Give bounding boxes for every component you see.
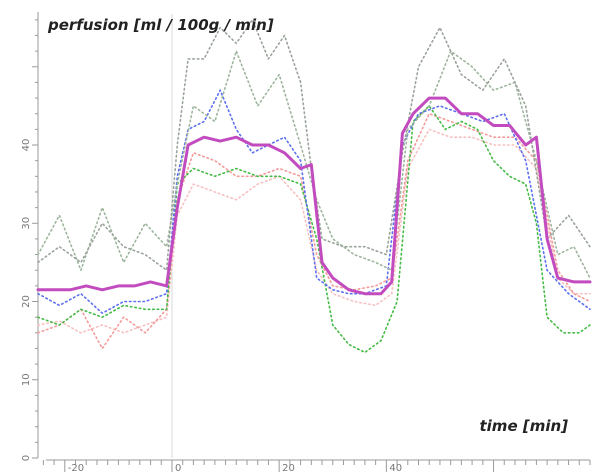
x-tick-label: 0 — [175, 463, 181, 474]
x-tick-label: 40 — [389, 463, 402, 474]
y-tick-label: 30 — [21, 217, 32, 230]
series-line-1 — [37, 18, 591, 272]
x-tick-label: -20 — [68, 463, 84, 474]
series-line-4 — [37, 105, 591, 354]
series-line-6 — [37, 128, 591, 334]
y-tick-label: 20 — [21, 295, 32, 308]
y-axis-label: perfusion [ml / 100g / min] — [47, 16, 274, 34]
y-tick-label: 0 — [21, 455, 32, 461]
x-tick-label: 20 — [282, 463, 295, 474]
x-axis-label: time [min] — [480, 417, 569, 435]
series-layer — [36, 18, 592, 354]
series-line-5 — [37, 112, 591, 350]
y-tick-label: 10 — [21, 373, 32, 386]
series-line-mean — [36, 96, 592, 296]
series-line-3 — [37, 89, 591, 315]
axes: 0 10 20 30 40 -20 0 20 40 — [21, 12, 591, 474]
series-line-2 — [37, 50, 591, 279]
y-tick-label: 40 — [21, 139, 32, 152]
